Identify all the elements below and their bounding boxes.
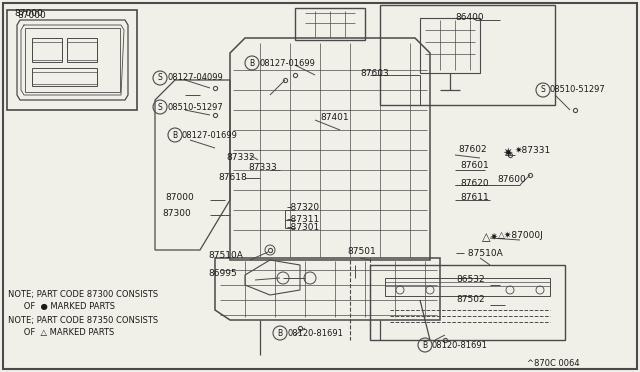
Bar [385, 278, 550, 296]
Text: 87620: 87620 [460, 179, 488, 187]
Text: 87618: 87618 [218, 173, 247, 183]
Bar [7, 10, 137, 110]
Bar [370, 265, 565, 340]
Text: 86995: 86995 [208, 269, 237, 278]
Bar [420, 18, 480, 73]
Text: S: S [157, 74, 163, 83]
Text: 87401: 87401 [320, 113, 349, 122]
Bar [295, 8, 365, 40]
Text: 87510A: 87510A [208, 250, 243, 260]
Text: 08127-04099: 08127-04099 [167, 74, 223, 83]
Text: S: S [157, 103, 163, 112]
Text: 08127-01699: 08127-01699 [182, 131, 238, 140]
Text: △✷87000J: △✷87000J [498, 231, 544, 240]
Bar [32, 38, 62, 62]
Text: B: B [250, 58, 255, 67]
Text: 87600: 87600 [497, 176, 525, 185]
Text: B: B [277, 328, 283, 337]
Bar [380, 5, 555, 105]
Text: –87311: –87311 [287, 215, 320, 224]
Text: ✷87331: ✷87331 [515, 145, 551, 154]
Text: B: B [422, 340, 428, 350]
Text: 87300: 87300 [162, 208, 191, 218]
Text: –87301: –87301 [287, 224, 320, 232]
Text: 87501: 87501 [347, 247, 376, 257]
Bar [32, 68, 97, 86]
Text: B: B [172, 131, 177, 140]
Text: 08120-81691: 08120-81691 [287, 328, 343, 337]
Text: 08120-81691: 08120-81691 [432, 340, 488, 350]
Text: NOTE; PART CODE 87350 CONSISTS: NOTE; PART CODE 87350 CONSISTS [8, 315, 158, 324]
Bar [32, 72, 97, 84]
Text: 87000: 87000 [17, 10, 45, 19]
Text: 87603: 87603 [360, 68, 388, 77]
Text: OF  △ MARKED PARTS: OF △ MARKED PARTS [8, 327, 115, 337]
Text: 86532: 86532 [456, 276, 484, 285]
Text: 87602: 87602 [458, 145, 486, 154]
Text: 87333: 87333 [248, 164, 276, 173]
Text: △: △ [482, 232, 490, 242]
Bar [32, 42, 62, 60]
Text: 08510-51297: 08510-51297 [167, 103, 223, 112]
Text: 87332: 87332 [226, 154, 255, 163]
Text: 87611: 87611 [460, 193, 489, 202]
Text: NOTE; PART CODE 87300 CONSISTS: NOTE; PART CODE 87300 CONSISTS [8, 291, 158, 299]
Text: S: S [541, 86, 545, 94]
Bar [67, 42, 97, 60]
Text: 87502: 87502 [456, 295, 484, 305]
Text: ^870C 0064: ^870C 0064 [527, 359, 580, 368]
Text: 08510-51297: 08510-51297 [550, 86, 605, 94]
Text: — 87510A: — 87510A [456, 248, 503, 257]
Text: 87000: 87000 [165, 192, 194, 202]
Text: 87601: 87601 [460, 160, 489, 170]
Text: –87320: –87320 [287, 203, 320, 212]
Text: ✷: ✷ [490, 232, 498, 242]
Text: 08127-01699: 08127-01699 [259, 58, 315, 67]
Text: OF  ● MARKED PARTS: OF ● MARKED PARTS [8, 302, 115, 311]
Text: ✷: ✷ [503, 147, 513, 160]
Bar [67, 38, 97, 62]
Text: 86400: 86400 [455, 13, 484, 22]
Text: 87000: 87000 [14, 10, 43, 19]
Bar [25, 28, 120, 92]
